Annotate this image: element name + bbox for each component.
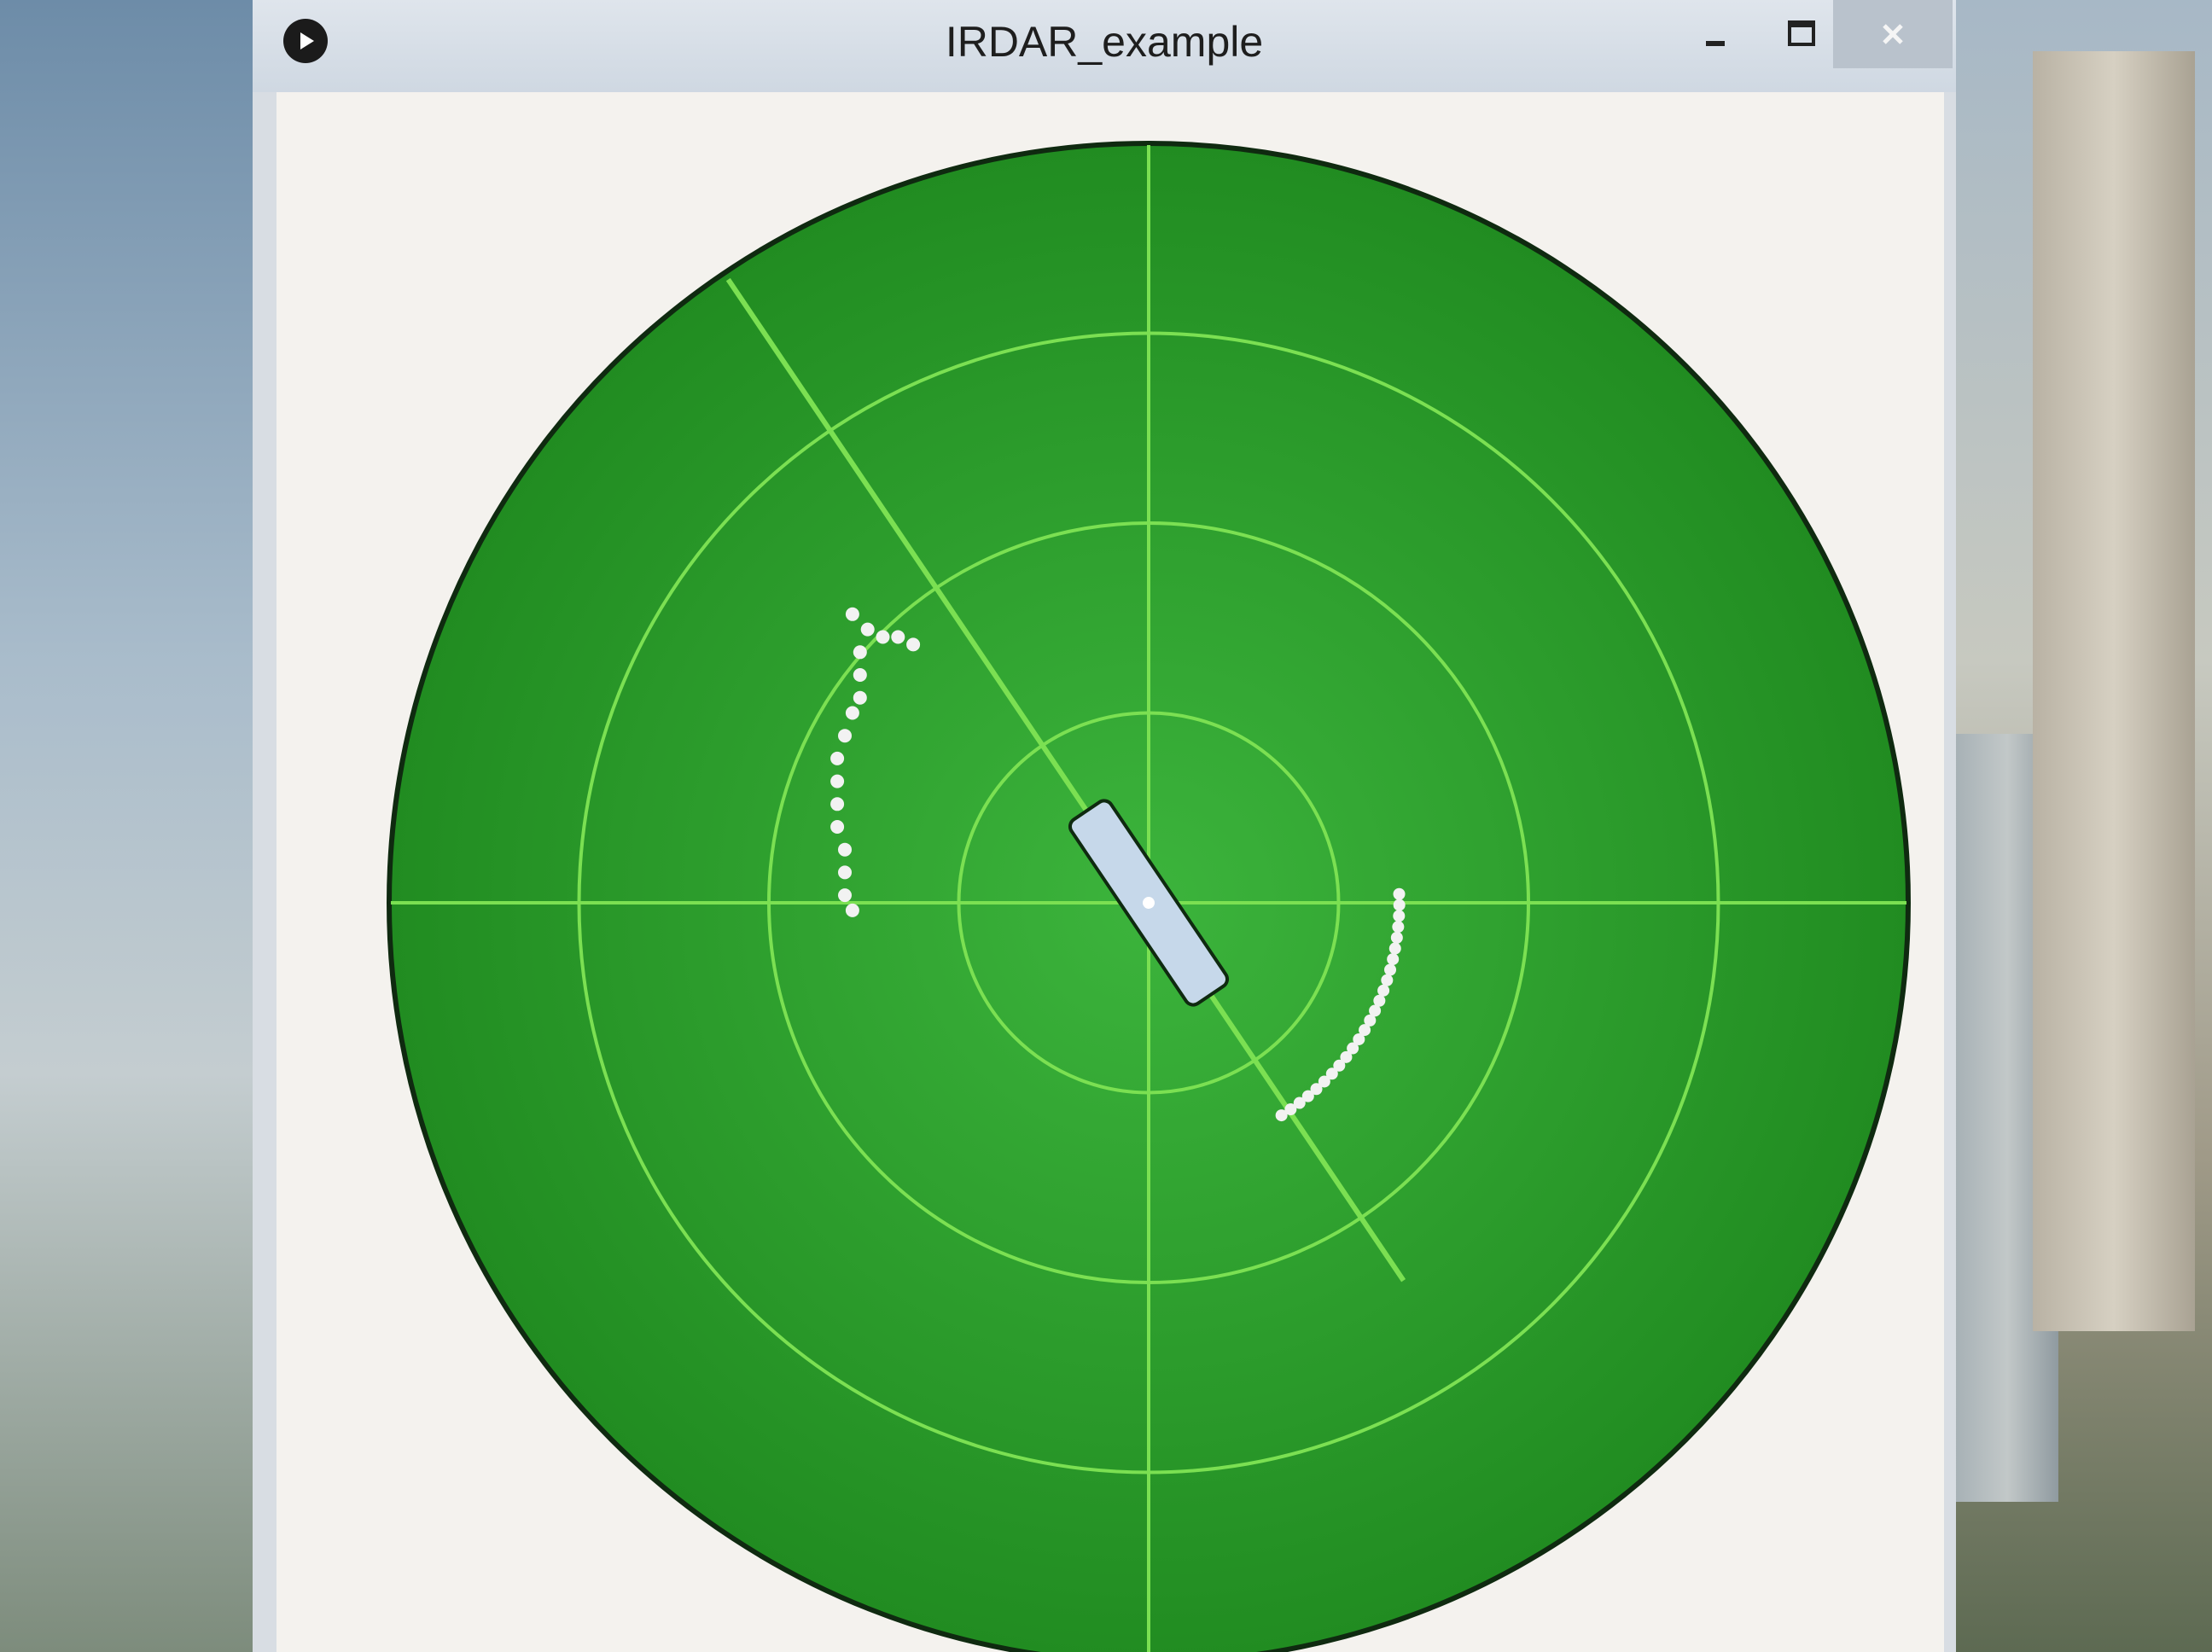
title-bar[interactable]: IRDAR_example <box>253 0 1956 92</box>
processing-app-icon[interactable] <box>283 19 328 63</box>
detection-arc-point <box>1347 1042 1359 1055</box>
detection-arc-point <box>1387 953 1400 966</box>
sketch-canvas[interactable] <box>276 92 1944 1652</box>
detection-point <box>830 797 845 811</box>
desktop-wallpaper-left <box>0 0 273 1652</box>
detection-arc-point <box>1393 887 1406 900</box>
detection-point <box>860 622 875 637</box>
app-window: IRDAR_example <box>253 0 1956 1652</box>
detection-arc-point <box>1381 974 1394 986</box>
detection-arc-point <box>1301 1090 1314 1102</box>
detection-point <box>838 842 852 857</box>
detection-point <box>876 630 890 644</box>
detection-arc-point <box>1333 1059 1346 1072</box>
detection-arc-point <box>1393 899 1406 911</box>
maximize-button[interactable] <box>1755 0 1848 68</box>
detection-point <box>853 645 867 660</box>
detection-point <box>838 865 852 880</box>
detection-point <box>845 706 859 720</box>
minimize-icon <box>1706 41 1725 46</box>
detection-arc-point <box>1388 942 1401 955</box>
detection-point <box>845 607 859 621</box>
close-icon <box>1883 24 1903 44</box>
close-button[interactable] <box>1833 0 1953 68</box>
detection-point <box>906 637 921 652</box>
sensor-center-dot <box>1143 897 1155 909</box>
detection-point <box>838 729 852 743</box>
detection-arc-point <box>1275 1109 1288 1122</box>
detection-point <box>853 690 867 705</box>
detection-point <box>845 903 859 917</box>
detection-arc-point <box>1359 1024 1371 1037</box>
detection-arc-point <box>1390 931 1403 944</box>
detections <box>830 607 1406 1122</box>
detection-point <box>830 751 845 765</box>
window-title: IRDAR_example <box>945 18 1264 66</box>
detection-point <box>830 774 845 788</box>
detection-arc-point <box>1310 1083 1323 1096</box>
detection-arc-point <box>1369 1004 1382 1017</box>
minimize-button[interactable] <box>1678 0 1755 68</box>
maximize-icon <box>1788 20 1815 46</box>
detection-arc-point <box>1340 1050 1353 1063</box>
detection-arc-point <box>1318 1075 1330 1088</box>
detection-arc-point <box>1353 1032 1365 1045</box>
detection-arc-point <box>1377 984 1390 997</box>
detection-point <box>891 630 905 644</box>
detection-arc-point <box>1384 963 1397 976</box>
detection-arc-point <box>1364 1014 1377 1027</box>
detection-arc-point <box>1373 994 1386 1007</box>
detection-arc-point <box>1325 1067 1338 1080</box>
detection-point <box>853 668 867 682</box>
detection-arc-point <box>1293 1096 1306 1109</box>
wallpaper-tower <box>2033 51 2195 1331</box>
detection-arc-point <box>1392 921 1405 934</box>
radar-display <box>387 141 1911 1652</box>
detection-point <box>838 888 852 903</box>
detection-point <box>830 820 845 834</box>
detection-arc-point <box>1393 910 1406 922</box>
detection-arc-point <box>1284 1103 1297 1116</box>
sensor-body <box>1068 799 1230 1007</box>
